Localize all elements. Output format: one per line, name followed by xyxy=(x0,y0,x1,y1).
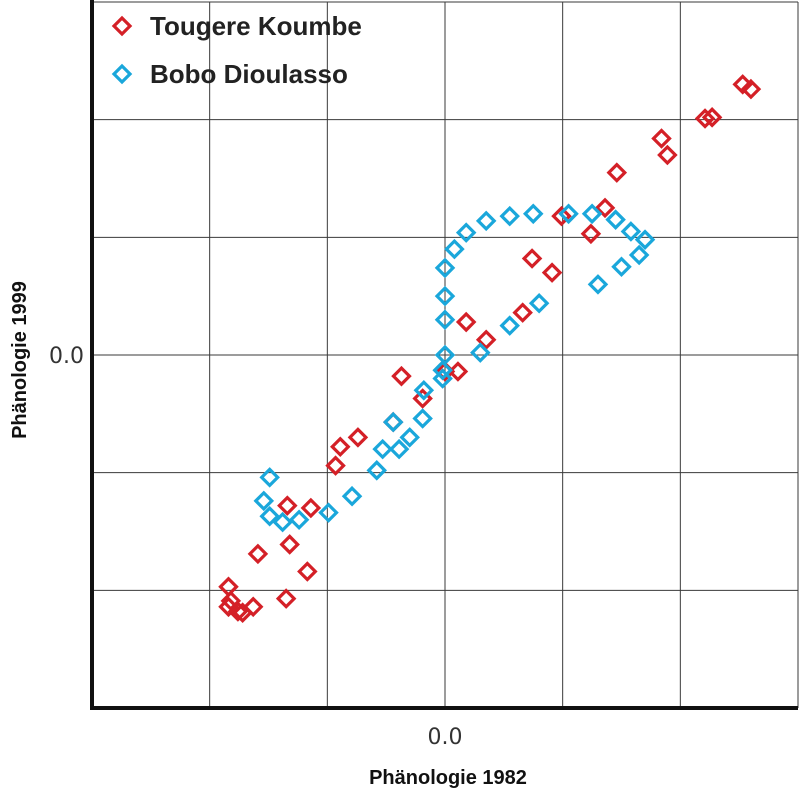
y-tick-label: 0.0 xyxy=(49,344,84,369)
data-point-diamond xyxy=(580,223,602,245)
data-point-diamond xyxy=(413,380,435,401)
data-point-diamond xyxy=(581,203,603,225)
data-point-diamond xyxy=(558,203,579,225)
data-point-diamond xyxy=(297,561,318,582)
data-point-diamond xyxy=(259,505,280,527)
x-axis-label: Phänologie 1982 xyxy=(369,767,527,789)
series-2 xyxy=(253,203,656,533)
data-point-diamond xyxy=(522,203,544,225)
data-point-diamond xyxy=(330,436,351,458)
legend-label: Tougere Koumbe xyxy=(150,11,362,41)
data-point-diamond xyxy=(432,368,453,389)
data-point-diamond xyxy=(455,222,477,243)
data-point-diamond xyxy=(475,329,497,350)
data-point-diamond xyxy=(272,511,293,533)
data-point-diamond xyxy=(372,438,393,460)
data-point-diamond xyxy=(341,485,363,507)
data-point-diamond xyxy=(279,534,300,555)
data-point-diamond xyxy=(499,205,520,227)
data-point-diamond xyxy=(551,205,572,227)
data-point-diamond xyxy=(277,495,298,516)
data-point-diamond xyxy=(740,78,762,100)
data-point-diamond xyxy=(391,365,412,387)
x-tick-label: 0.0 xyxy=(428,725,463,750)
data-point-diamond xyxy=(521,248,543,269)
data-point-diamond xyxy=(587,274,609,295)
data-point-diamond xyxy=(528,292,550,314)
data-point-diamond xyxy=(434,257,456,279)
data-point-diamond xyxy=(288,509,310,530)
legend-label: Bobo Dioulasso xyxy=(150,59,348,89)
data-point-diamond xyxy=(634,229,656,250)
data-point-diamond xyxy=(611,256,632,278)
data-point-diamond xyxy=(242,596,264,618)
legend: Tougere Koumbe Bobo Dioulasso xyxy=(111,11,362,89)
data-point-diamond xyxy=(275,588,297,609)
data-point-diamond xyxy=(732,74,753,95)
data-point-diamond xyxy=(594,197,616,219)
data-point-diamond xyxy=(701,107,723,128)
data-point-diamond xyxy=(434,285,456,307)
data-point-diamond xyxy=(300,497,322,519)
data-point-diamond xyxy=(455,311,477,333)
data-point-diamond xyxy=(347,427,369,448)
data-point-diamond xyxy=(412,408,433,429)
data-point-diamond xyxy=(606,162,628,183)
data-point-diamond xyxy=(512,302,533,323)
data-point-diamond xyxy=(620,221,642,242)
data-point-diamond xyxy=(628,244,650,266)
data-point-diamond xyxy=(444,238,465,260)
data-point-diamond xyxy=(605,209,626,230)
data-point-diamond xyxy=(399,427,420,448)
data-point-diamond xyxy=(218,596,239,618)
data-point-diamond xyxy=(318,502,339,523)
data-point-diamond xyxy=(447,361,469,382)
legend-marker-diamond xyxy=(111,15,133,37)
legend-marker-diamond xyxy=(111,63,133,85)
data-point-diamond xyxy=(475,210,497,232)
tick-labels: 0.0 0.0 xyxy=(49,344,463,750)
data-point-diamond xyxy=(434,344,456,366)
data-point-diamond xyxy=(541,262,563,283)
data-point-diamond xyxy=(499,315,520,336)
gridlines xyxy=(92,1,799,708)
y-axis-label: Phänologie 1999 xyxy=(9,281,31,439)
data-point-diamond xyxy=(259,467,280,488)
data-point-diamond xyxy=(247,543,269,565)
data-point-diamond xyxy=(434,309,456,330)
data-point-diamond xyxy=(432,360,453,381)
data-point-diamond xyxy=(657,144,678,166)
data-point-diamond xyxy=(366,460,388,481)
data-point-diamond xyxy=(388,438,410,460)
data-point-diamond xyxy=(325,455,346,476)
data-point-diamond xyxy=(227,601,249,622)
data-point-diamond xyxy=(651,128,672,149)
data-point-diamond xyxy=(382,411,404,433)
data-point-diamond xyxy=(694,108,716,129)
data-point-diamond xyxy=(253,490,275,512)
data-markers xyxy=(218,74,762,623)
data-point-diamond xyxy=(470,342,491,363)
